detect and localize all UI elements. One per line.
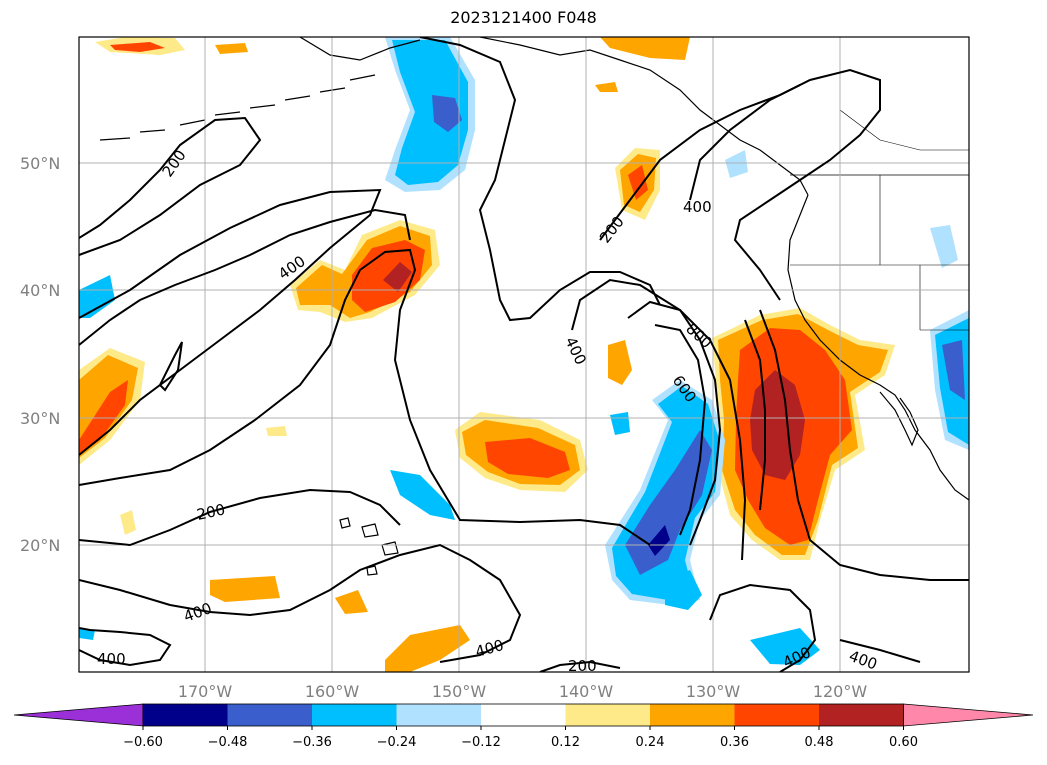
lat-label-30: 30°N xyxy=(20,409,60,428)
neg-anomaly-gulf xyxy=(392,40,468,185)
contour-200-north-ring xyxy=(79,116,262,256)
contour-label: 200 xyxy=(159,147,190,181)
contour-400-se xyxy=(709,583,921,672)
us-state-lines xyxy=(790,109,969,331)
lon-label-140w: 140°W xyxy=(559,682,614,701)
coastline-layer xyxy=(99,37,969,576)
pos-anomaly-small-5 xyxy=(595,82,618,92)
contour-200-sw xyxy=(79,488,401,547)
colorbar-segment xyxy=(227,704,313,726)
pos-anomaly-small-2 xyxy=(210,576,280,602)
contour-200-s xyxy=(539,660,621,672)
colorbar-segment xyxy=(734,704,820,726)
colorbar-segment xyxy=(650,704,735,726)
colorbar-segment xyxy=(565,704,651,726)
longitude-labels: 170°W 160°W 150°W 140°W 130°W 120°W xyxy=(178,682,868,701)
neg-anomaly-small-1 xyxy=(390,470,455,520)
contour-400-west-ring xyxy=(79,188,382,456)
neg-anomaly-small-5 xyxy=(610,412,630,435)
pos-anomaly-top xyxy=(600,37,690,60)
contour-label: 400 xyxy=(97,650,126,668)
colorbar-tick-label: 0.48 xyxy=(805,735,834,750)
colorbar-extend-high xyxy=(903,703,1034,727)
contour-400-east-arc xyxy=(759,309,969,581)
lon-label-160w: 160°W xyxy=(305,682,360,701)
baja-california xyxy=(879,391,919,447)
neg-anomaly-small-6 xyxy=(930,225,958,268)
neg-anomaly-small-4 xyxy=(79,275,115,318)
pos-anomaly-50n-core xyxy=(628,165,648,200)
contour-label: 400 xyxy=(181,599,214,626)
colorbar-tick-label: −0.36 xyxy=(292,735,332,750)
colorbar-tick-label: 0.24 xyxy=(636,735,665,750)
contour-small-loop xyxy=(158,341,183,392)
lon-label-150w: 150°W xyxy=(432,682,487,701)
lon-label-130w: 130°W xyxy=(686,682,741,701)
colorbar-segment xyxy=(819,704,904,726)
contour-label: 800 xyxy=(682,320,715,353)
colorbar: −0.60 −0.48 −0.36 −0.24 −0.12 0.12 0.24 0.36 0.4… xyxy=(13,703,1034,750)
colorbar-segment xyxy=(143,704,228,726)
colorbar-tick-label: 0.12 xyxy=(551,735,580,750)
pos-anomaly-small-4 xyxy=(385,625,470,672)
graticule xyxy=(79,37,969,672)
lon-label-120w: 120°W xyxy=(813,682,868,701)
contour-400-ring-inner xyxy=(79,208,411,346)
latitude-labels: 50°N 40°N 30°N 20°N xyxy=(20,154,60,555)
neg-anomaly-gulf-core xyxy=(432,95,462,132)
colorbar-tick-label: −0.48 xyxy=(208,735,248,750)
contour-label: 400 xyxy=(473,636,505,661)
contour-200-gulf xyxy=(419,37,661,322)
contour-label: 200 xyxy=(195,500,227,524)
map-frame xyxy=(78,36,970,673)
north-america-coast xyxy=(787,194,969,501)
contour-label: 400 xyxy=(683,198,712,216)
pos-anomaly-small-7 xyxy=(120,510,136,535)
hawaii xyxy=(339,517,399,576)
contour-200-west-ring xyxy=(79,248,651,546)
contour-layer xyxy=(79,37,969,672)
colorbar-tick-label: 0.36 xyxy=(720,735,749,750)
pos-anomaly-small-3 xyxy=(335,590,368,614)
pos-anomaly-28n-core xyxy=(485,438,570,478)
contour-400-east-inner xyxy=(744,319,766,511)
contour-label: 400 xyxy=(847,647,880,674)
colorbar-tick-label: −0.12 xyxy=(461,735,501,750)
neg-anomaly-south-core xyxy=(625,430,712,575)
colorbar-outline xyxy=(142,703,904,727)
lat-label-50: 50°N xyxy=(20,154,60,173)
colorbar-tick-label: 0.60 xyxy=(889,735,918,750)
colorbar-segment xyxy=(312,704,397,726)
contour-400-ne-loop xyxy=(689,68,881,301)
contour-400-sw xyxy=(79,543,522,663)
neg-anomaly-small-7 xyxy=(725,150,748,178)
colorbar-extend-low xyxy=(13,703,144,727)
pos-anomaly-small-8 xyxy=(266,426,287,436)
contour-400-corner xyxy=(79,627,172,667)
colorbar-segment xyxy=(481,704,566,726)
contour-800-loop xyxy=(654,324,707,536)
pos-anomaly-small-1 xyxy=(608,340,632,385)
map-title: 2023121400 F048 xyxy=(450,8,597,27)
neg-anomaly-south-max xyxy=(648,525,670,556)
pos-anomaly-40n-max xyxy=(383,262,412,292)
contour-label: 200 xyxy=(568,657,597,675)
aleutian-islands xyxy=(99,74,376,141)
contour-label: 200 xyxy=(596,213,628,247)
pos-anomaly-small-6 xyxy=(215,43,248,54)
contour-600-loop xyxy=(627,300,722,546)
lon-label-170w: 170°W xyxy=(178,682,233,701)
colorbar-tick-label: −0.60 xyxy=(123,735,163,750)
anomaly-fill-layer xyxy=(79,37,969,672)
pos-anomaly-top-core xyxy=(110,42,165,52)
lat-label-20: 20°N xyxy=(20,536,60,555)
neg-anomaly-small-3 xyxy=(665,570,702,610)
lat-label-40: 40°N xyxy=(20,281,60,300)
colorbar-tick-label: −0.24 xyxy=(377,735,417,750)
colorbar-segment xyxy=(396,704,482,726)
neg-anomaly-east-core xyxy=(942,340,965,400)
contour-400-mid-loop xyxy=(571,278,747,561)
